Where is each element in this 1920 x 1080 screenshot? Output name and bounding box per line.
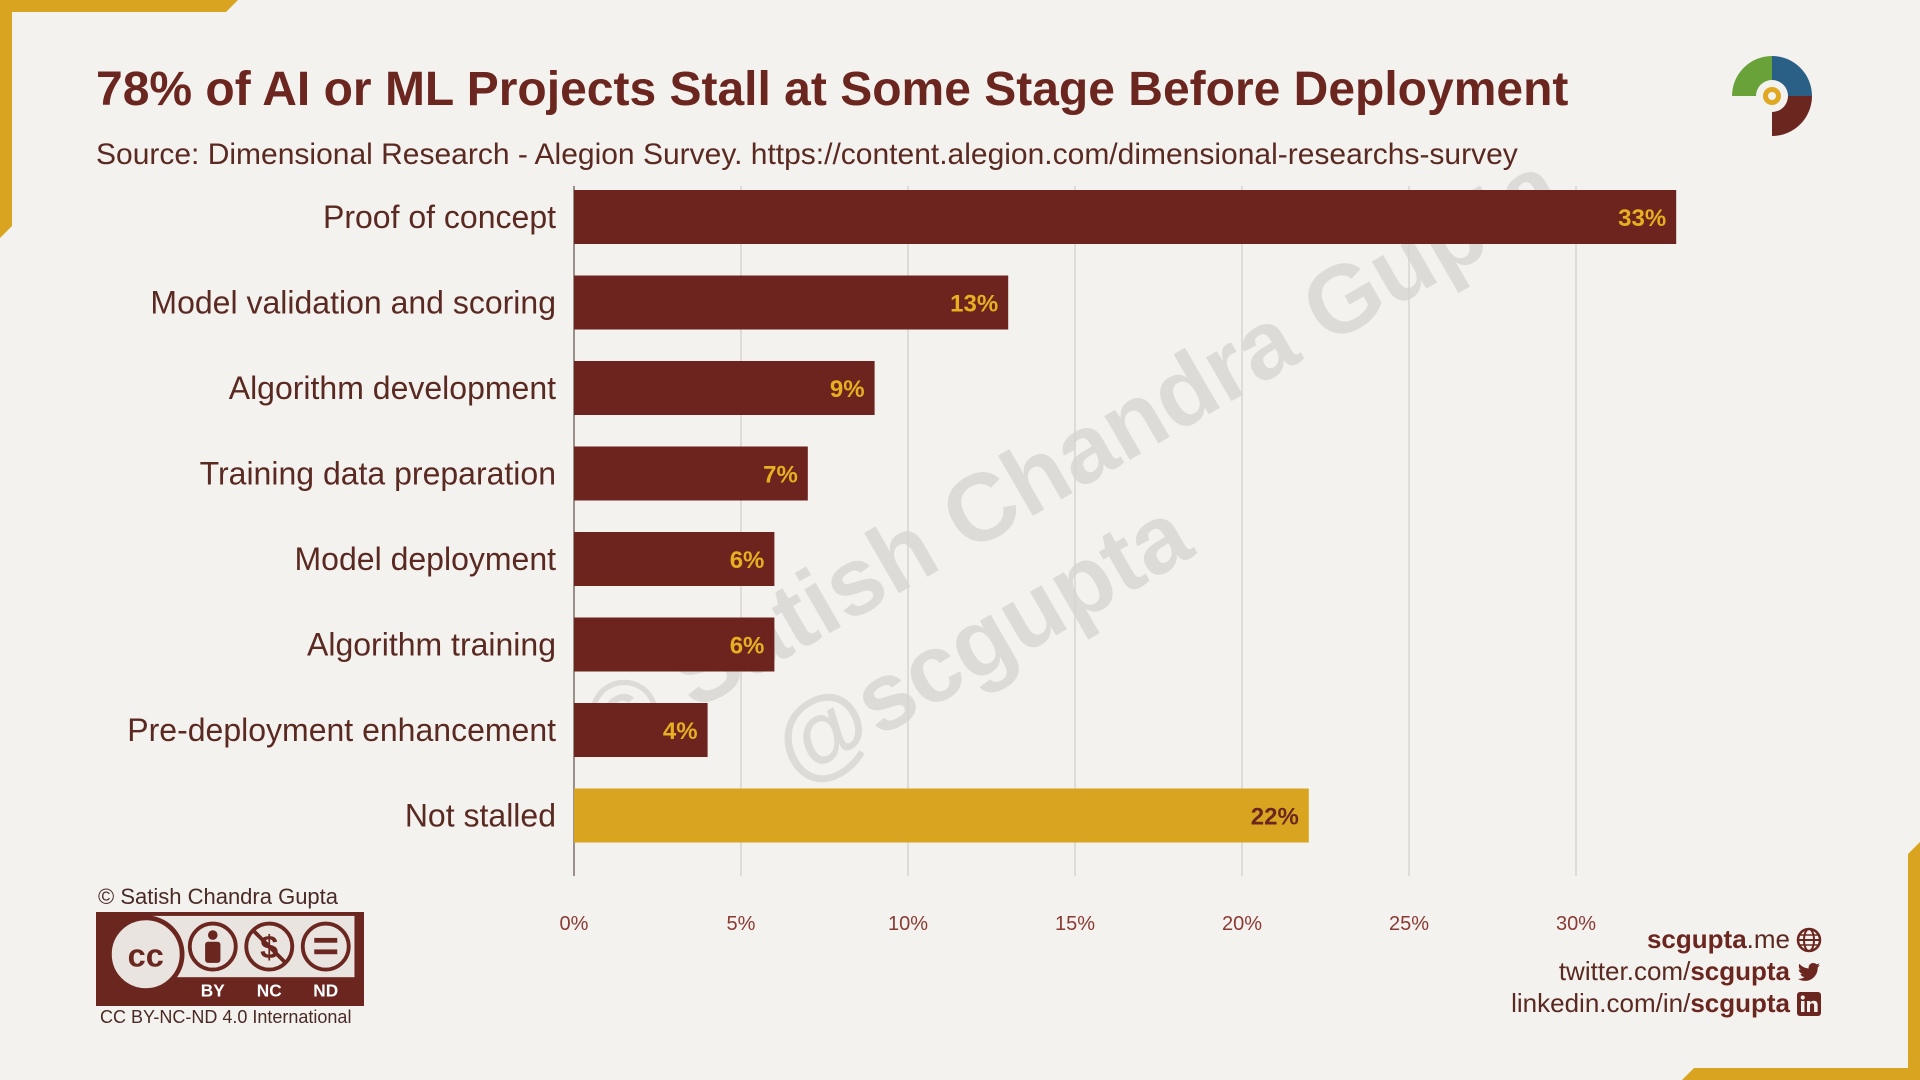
bar — [574, 532, 775, 586]
license-text: CC BY-NC-ND 4.0 International — [100, 1007, 352, 1027]
data-label: 6% — [730, 633, 765, 660]
bar — [574, 617, 775, 672]
x-tick-label: 20% — [1222, 913, 1262, 935]
data-label: 4% — [663, 718, 698, 745]
data-label: 33% — [1618, 205, 1666, 232]
copyright-text: © Satish Chandra Gupta — [98, 884, 339, 909]
nc-icon: $ — [244, 921, 295, 972]
chart-title: 78% of AI or ML Projects Stall at Some S… — [96, 63, 1569, 116]
bar — [574, 190, 1677, 244]
bar-chart: © Satish Chandra Gupta@scgupta 0% 5% 10% 15%… — [127, 132, 1677, 935]
bar — [574, 788, 1309, 843]
nd-label: ND — [313, 980, 338, 1000]
cc-license-badge[interactable]: cc $ BY NC ND — [96, 912, 364, 1006]
globe-icon — [1796, 927, 1822, 952]
linkedin-link[interactable]: linkedin.com/in/scgupta — [1511, 988, 1822, 1019]
x-tick-label: 25% — [1389, 913, 1429, 935]
bar — [574, 703, 708, 757]
twitter-prefix: twitter.com/ — [1558, 956, 1691, 986]
website-link[interactable]: scgupta.me — [1647, 924, 1822, 955]
data-label: 9% — [830, 376, 865, 403]
data-label: 13% — [950, 291, 998, 318]
category-label: Pre-deployment enhancement — [127, 712, 556, 748]
bar — [574, 275, 1009, 330]
linkedin-handle: scgupta — [1690, 988, 1790, 1018]
x-tick-label: 0% — [560, 913, 589, 935]
by-icon — [187, 921, 238, 972]
category-label: Algorithm development — [229, 370, 556, 406]
category-label: Model validation and scoring — [150, 285, 556, 321]
category-label: Training data preparation — [200, 456, 556, 492]
chart-subtitle: Source: Dimensional Research - Alegion S… — [96, 138, 1518, 171]
x-tick-label: 15% — [1055, 913, 1095, 935]
nc-label: NC — [257, 980, 282, 1000]
category-label: Proof of concept — [323, 199, 556, 235]
twitter-handle: scgupta — [1690, 956, 1790, 986]
data-label: 6% — [730, 547, 765, 574]
website-prefix: scgupta — [1646, 924, 1747, 954]
x-tick-label: 5% — [727, 913, 756, 935]
category-label: Model deployment — [295, 541, 557, 577]
x-tick-label: 10% — [888, 913, 928, 935]
twitter-icon — [1798, 962, 1820, 981]
logo-icon — [1732, 56, 1812, 136]
data-label: 22% — [1251, 804, 1299, 831]
x-tick-label: 30% — [1556, 913, 1596, 935]
linkedin-prefix: linkedin.com/in/ — [1511, 988, 1691, 1018]
twitter-link[interactable]: twitter.com/scgupta — [1559, 956, 1822, 987]
nd-icon — [300, 921, 351, 972]
bar — [574, 446, 808, 501]
category-label: Not stalled — [405, 798, 556, 834]
data-label: 7% — [763, 462, 798, 489]
watermark: © Satish Chandra Gupta@scgupta — [567, 132, 1578, 802]
linkedin-icon — [1797, 991, 1821, 1016]
bar — [574, 361, 875, 415]
cc-text: cc — [128, 938, 164, 974]
category-label: Algorithm training — [307, 627, 556, 663]
by-label: BY — [201, 980, 225, 1000]
website-suffix: .me — [1746, 924, 1790, 954]
